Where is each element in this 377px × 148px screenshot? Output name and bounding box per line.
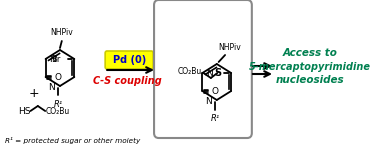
Text: R¹ = protected sugar or other moiety: R¹ = protected sugar or other moiety	[5, 137, 140, 144]
FancyBboxPatch shape	[154, 0, 252, 138]
Text: O: O	[55, 73, 62, 82]
Text: Access to: Access to	[282, 48, 337, 58]
Text: S: S	[214, 68, 221, 78]
Text: N: N	[205, 96, 212, 106]
Text: O: O	[211, 86, 219, 95]
Text: NHPiv: NHPiv	[218, 43, 241, 52]
Text: Pd (0): Pd (0)	[112, 55, 146, 65]
Text: R¹: R¹	[54, 100, 63, 109]
Text: C-S coupling: C-S coupling	[93, 76, 162, 86]
Text: CO₂Bu: CO₂Bu	[46, 107, 70, 115]
Text: CO₂Bu: CO₂Bu	[178, 66, 202, 75]
Text: N: N	[206, 69, 213, 78]
Text: HS: HS	[18, 107, 31, 115]
Text: Br: Br	[51, 54, 60, 63]
Text: +: +	[29, 86, 40, 99]
Text: NHPiv: NHPiv	[51, 28, 73, 37]
Text: N: N	[49, 54, 56, 63]
Text: R¹: R¹	[210, 114, 219, 123]
Text: N: N	[49, 82, 55, 91]
FancyBboxPatch shape	[105, 51, 153, 69]
Text: nucleosides: nucleosides	[276, 75, 344, 85]
Text: 5-mercaptopyrimidine: 5-mercaptopyrimidine	[249, 62, 371, 72]
